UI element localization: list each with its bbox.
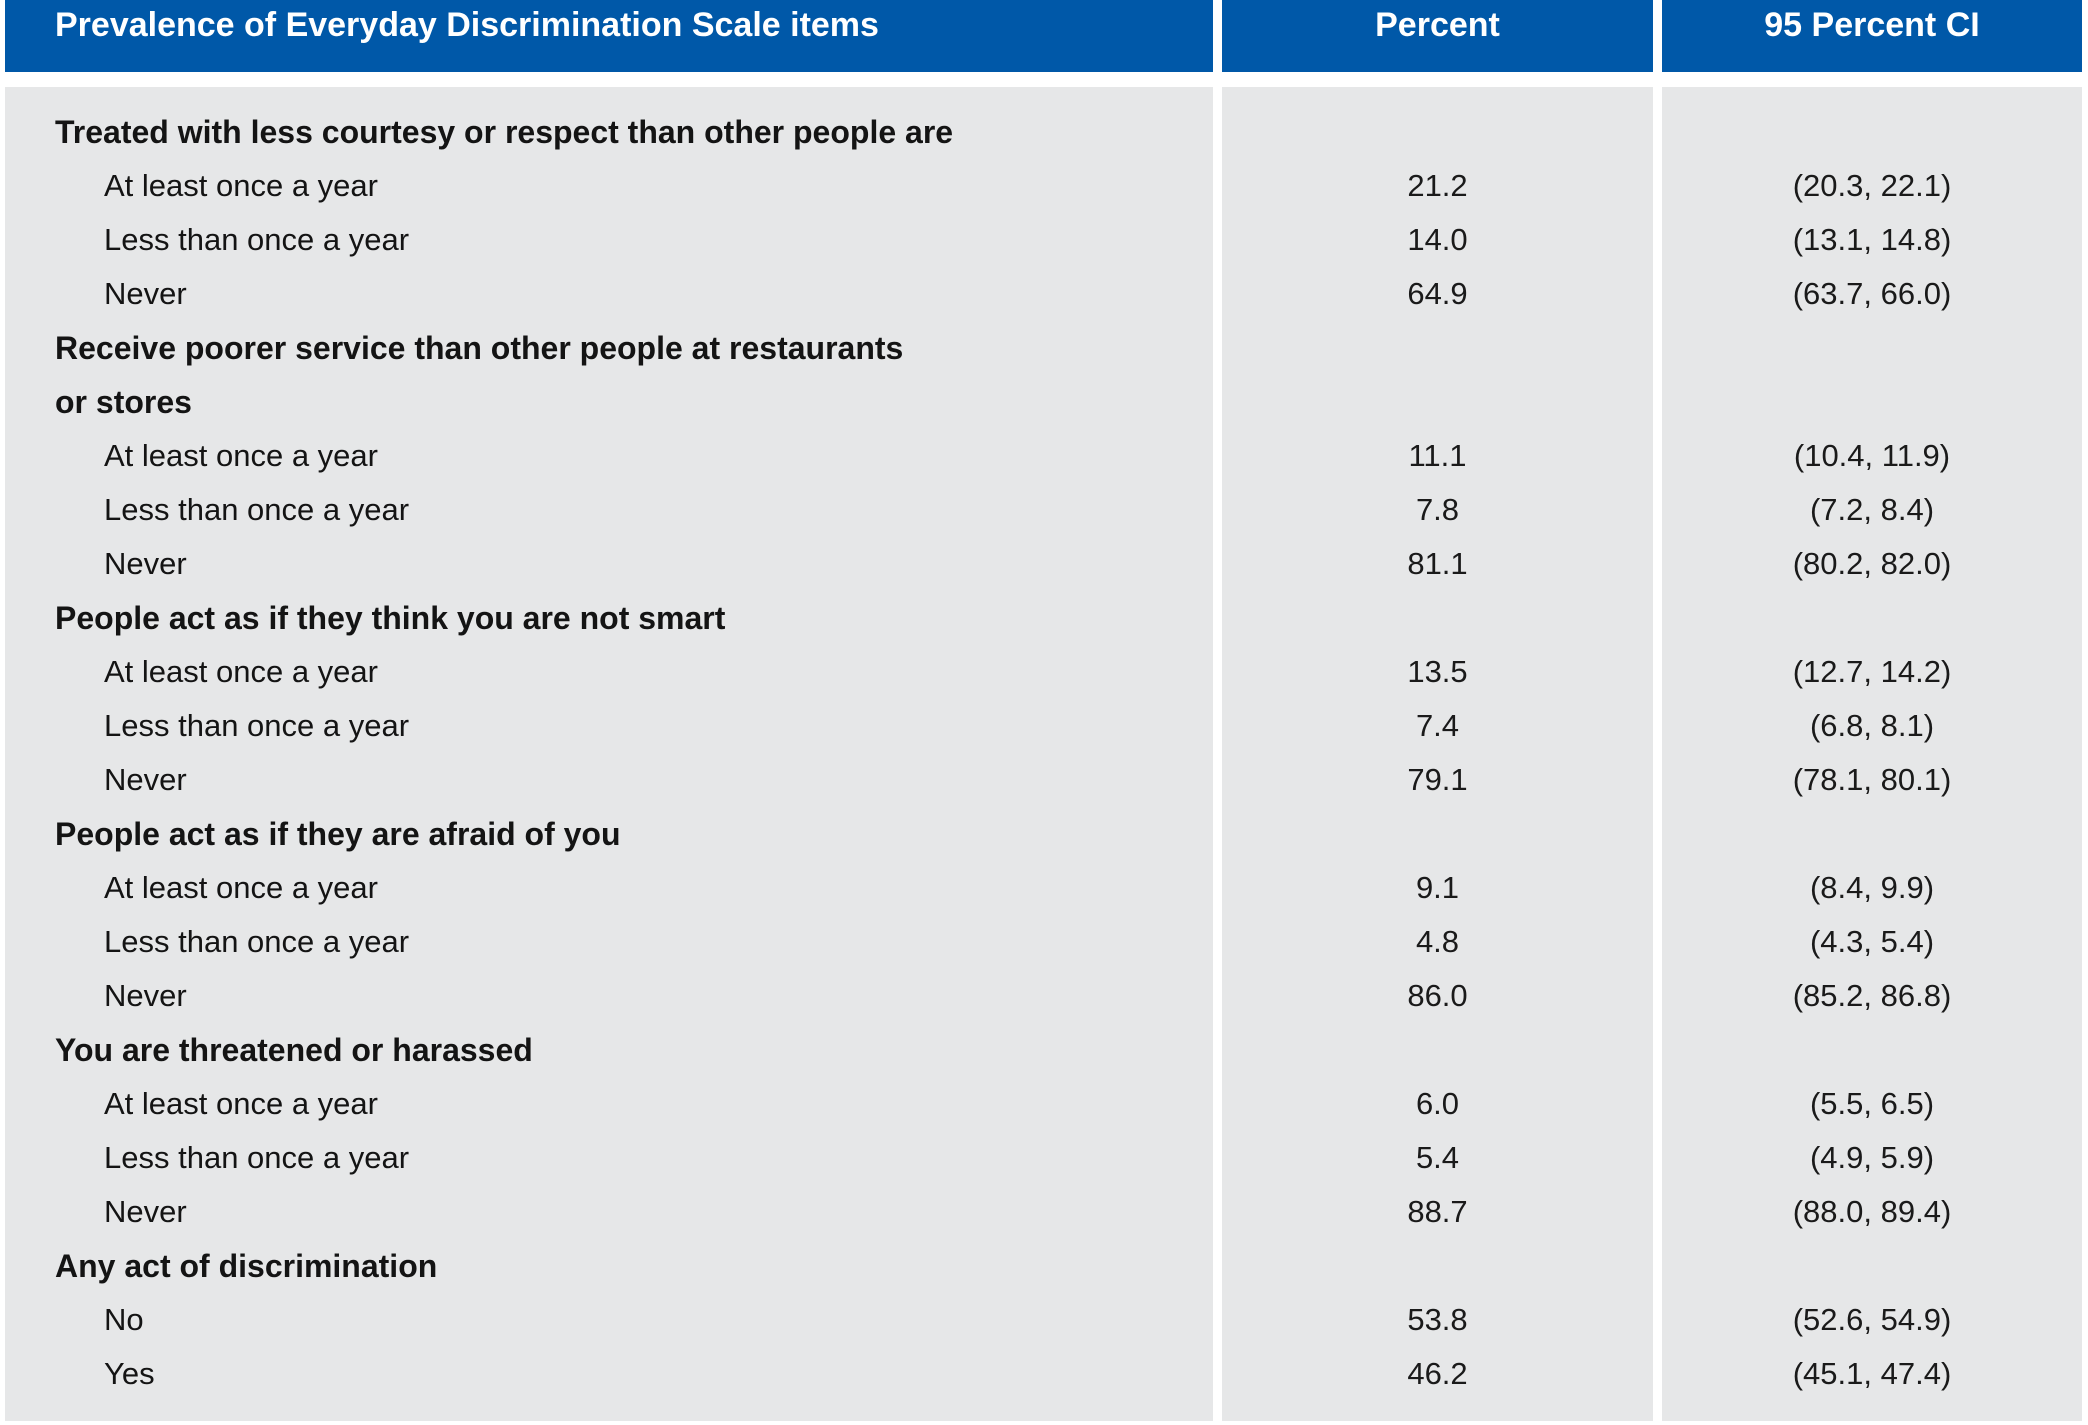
percent-value: 53.8 [1407, 1302, 1468, 1337]
percent-value: 46.2 [1407, 1356, 1468, 1391]
item-label: At least once a year [104, 1086, 378, 1121]
item-label: At least once a year [104, 438, 378, 473]
item-label: Yes [104, 1356, 155, 1391]
ci-value: (85.2, 86.8) [1792, 978, 1952, 1013]
item-label: Never [104, 762, 187, 797]
table-header-items: Prevalence of Everyday Discrimination Sc… [5, 0, 1213, 72]
ci-value: (8.4, 9.9) [1809, 870, 1935, 905]
ci-value: (10.4, 11.9) [1793, 438, 1951, 473]
ci-value: (6.8, 8.1) [1809, 708, 1935, 743]
percent-value: 79.1 [1407, 762, 1468, 797]
item-label: Never [104, 546, 187, 581]
item-label: People act as if they are afraid of you [55, 816, 621, 852]
item-label: At least once a year [104, 654, 378, 689]
percent-value [1222, 1023, 1653, 1077]
item-label: Less than once a year [104, 492, 410, 527]
ci-value: (45.1, 47.4) [1792, 1356, 1952, 1391]
ci-value: (4.3, 5.4) [1809, 924, 1935, 959]
percent-value: 9.1 [1415, 870, 1460, 905]
percent-value: 7.4 [1415, 708, 1460, 743]
percent-value [1222, 321, 1653, 375]
ci-column-header: 95 Percent CI [1764, 6, 1980, 44]
ci-value [1662, 375, 2082, 429]
table-title: Prevalence of Everyday Discrimination Sc… [55, 6, 879, 44]
item-label: At least once a year [104, 870, 378, 905]
ci-value [1662, 807, 2082, 861]
ci-value: (5.5, 6.5) [1809, 1086, 1935, 1121]
percent-value: 64.9 [1407, 276, 1468, 311]
item-label: Less than once a year [104, 924, 410, 959]
percent-value: 86.0 [1407, 978, 1468, 1013]
item-label: Never [104, 978, 187, 1013]
ci-value [1662, 321, 2082, 375]
percent-value: 88.7 [1407, 1194, 1468, 1229]
item-label: Less than once a year [104, 222, 410, 257]
percent-value [1222, 591, 1653, 645]
item-label: Less than once a year [104, 1140, 410, 1175]
ci-value: (7.2, 8.4) [1809, 492, 1935, 527]
percent-value: 7.8 [1415, 492, 1460, 527]
item-label: Never [104, 276, 187, 311]
percent-value: 11.1 [1408, 438, 1467, 473]
item-label: At least once a year [104, 168, 378, 203]
ci-value [1662, 591, 2082, 645]
item-label: Treated with less courtesy or respect th… [55, 114, 954, 150]
items-column-background [5, 87, 1213, 1421]
percent-value: 5.4 [1415, 1140, 1460, 1175]
ci-value [1662, 105, 2082, 159]
item-label: or stores [55, 384, 192, 420]
percent-value [1222, 375, 1653, 429]
percent-value: 14.0 [1407, 222, 1468, 257]
percent-value: 81.1 [1407, 546, 1468, 581]
ci-column-background [1662, 87, 2082, 1421]
table-header-ci: 95 Percent CI [1662, 0, 2082, 72]
ci-value: (12.7, 14.2) [1792, 654, 1952, 689]
ci-value: (88.0, 89.4) [1792, 1194, 1952, 1229]
percent-value: 4.8 [1415, 924, 1460, 959]
item-label: Receive poorer service than other people… [55, 330, 904, 366]
percent-value: 21.2 [1407, 168, 1468, 203]
ci-value [1662, 1023, 2082, 1077]
ci-value: (78.1, 80.1) [1792, 762, 1952, 797]
ci-value: (4.9, 5.9) [1809, 1140, 1935, 1175]
ci-value: (20.3, 22.1) [1792, 168, 1952, 203]
table-body: Treated with less courtesy or respect th… [5, 105, 2082, 1401]
ci-value: (80.2, 82.0) [1792, 546, 1952, 581]
ci-value: (13.1, 14.8) [1792, 222, 1952, 257]
percent-value: 6.0 [1415, 1086, 1460, 1121]
ci-value: (63.7, 66.0) [1792, 276, 1952, 311]
percent-column-header: Percent [1375, 6, 1500, 44]
percent-value [1222, 105, 1653, 159]
item-label: Less than once a year [104, 708, 410, 743]
item-label: You are threatened or harassed [55, 1032, 533, 1068]
percent-column-background [1222, 87, 1653, 1421]
ci-value [1662, 1239, 2082, 1293]
ci-value: (52.6, 54.9) [1792, 1302, 1952, 1337]
percent-value [1222, 807, 1653, 861]
item-label: People act as if they think you are not … [55, 600, 726, 636]
item-label: Never [104, 1194, 187, 1229]
percent-value [1222, 1239, 1653, 1293]
percent-value: 13.5 [1407, 654, 1468, 689]
item-label: Any act of discrimination [55, 1248, 438, 1284]
item-label: No [104, 1302, 144, 1337]
table-header-percent: Percent [1222, 0, 1653, 72]
